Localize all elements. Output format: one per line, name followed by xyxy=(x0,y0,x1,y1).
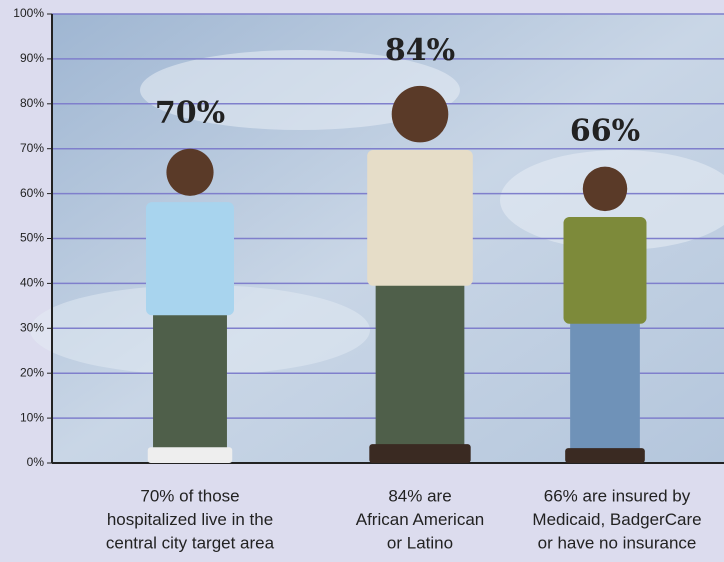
head xyxy=(166,148,214,196)
torso xyxy=(563,217,647,324)
x-category-label: 66% are insured by xyxy=(544,486,691,505)
x-category-label: or Latino xyxy=(387,533,453,552)
y-tick-label: 60% xyxy=(20,186,44,200)
legs xyxy=(570,314,640,452)
head xyxy=(582,166,628,212)
y-tick-label: 40% xyxy=(20,276,44,290)
x-category-label: Medicaid, BadgerCare xyxy=(532,510,701,529)
cloud xyxy=(140,50,460,130)
x-category-label: African American xyxy=(356,510,485,529)
y-tick-label: 30% xyxy=(20,320,44,334)
shoes xyxy=(147,447,233,463)
value-label: 70% xyxy=(155,96,225,131)
y-tick-label: 80% xyxy=(20,96,44,110)
child-bar xyxy=(367,85,473,463)
shoes xyxy=(565,448,645,463)
child-bar xyxy=(145,148,235,463)
legs xyxy=(153,305,227,451)
head xyxy=(391,85,449,143)
value-label: 84% xyxy=(385,33,455,68)
x-category-label: central city target area xyxy=(106,533,275,552)
y-tick-label: 100% xyxy=(13,6,44,20)
x-category-label: 70% of those xyxy=(140,486,239,505)
x-category-label: 84% are xyxy=(388,486,451,505)
y-tick-label: 20% xyxy=(20,365,44,379)
x-category-label: or have no insurance xyxy=(538,533,697,552)
x-category-label: hospitalized live in the xyxy=(107,510,273,529)
y-tick-label: 90% xyxy=(20,51,44,65)
child-bar xyxy=(563,166,647,463)
y-tick-label: 0% xyxy=(27,455,45,469)
shoes xyxy=(369,444,471,463)
value-label: 66% xyxy=(570,114,640,149)
legs xyxy=(375,274,465,448)
torso xyxy=(367,149,473,286)
y-tick-label: 10% xyxy=(20,410,44,424)
y-tick-label: 50% xyxy=(20,231,44,245)
torso xyxy=(145,202,235,316)
y-tick-label: 70% xyxy=(20,141,44,155)
